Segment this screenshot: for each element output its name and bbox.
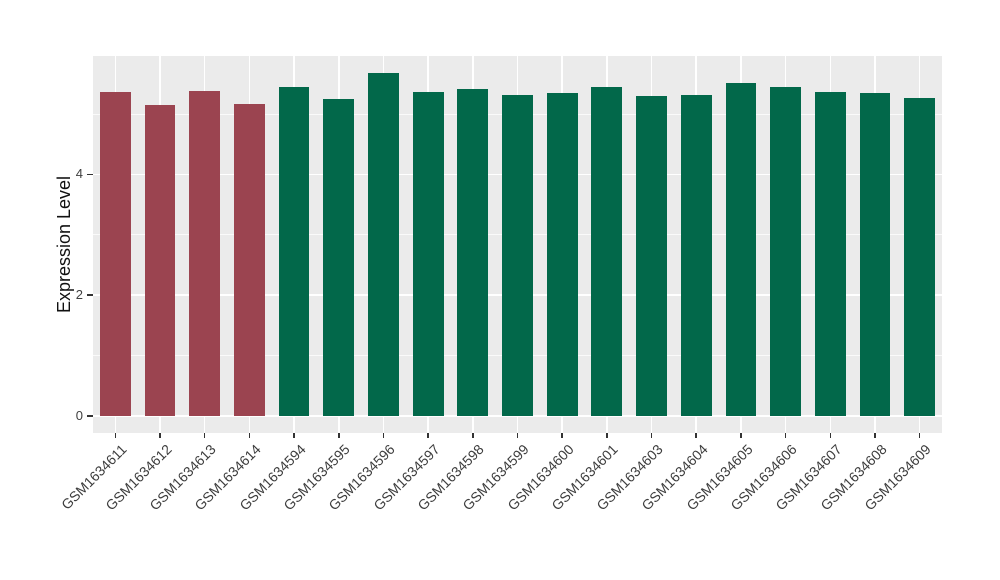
bar [904, 97, 936, 416]
bar [99, 92, 131, 416]
x-tick-mark [784, 433, 787, 438]
bar [680, 95, 712, 416]
bar [368, 72, 399, 416]
plot-panel [93, 56, 942, 433]
x-tick-mark [561, 433, 563, 438]
bar [502, 94, 533, 416]
bar [412, 92, 444, 416]
x-tick-mark [472, 433, 474, 438]
bar [457, 88, 489, 416]
bar [233, 104, 265, 416]
bar [323, 98, 355, 416]
y-tick-mark [87, 294, 93, 296]
x-tick-mark [248, 433, 251, 438]
x-tick-mark [382, 433, 385, 438]
y-axis-title: Expression Level [50, 56, 80, 433]
x-tick-mark [829, 433, 832, 438]
bar [189, 91, 221, 416]
x-tick-mark [516, 433, 519, 438]
bar [859, 93, 891, 416]
x-tick-mark [114, 433, 117, 438]
y-tick-label: 0 [75, 408, 83, 423]
y-tick-label: 4 [75, 166, 83, 182]
bar [546, 93, 578, 416]
x-tick-mark [427, 433, 429, 438]
bar [636, 96, 667, 416]
bar [591, 86, 623, 416]
y-tick-mark [87, 415, 93, 417]
bar [144, 104, 176, 416]
bar [725, 82, 757, 416]
bar [770, 86, 802, 416]
y-tick-mark [87, 173, 93, 176]
x-tick-mark [740, 433, 742, 438]
x-tick-mark [338, 433, 340, 438]
y-tick-label: 2 [75, 287, 83, 303]
x-tick-mark [695, 433, 697, 438]
x-tick-mark [918, 433, 921, 438]
x-tick-mark [293, 433, 295, 438]
bar [278, 86, 310, 416]
x-tick-mark [874, 433, 876, 438]
x-tick-mark [606, 433, 608, 438]
x-tick-mark [203, 433, 206, 438]
bar [814, 92, 846, 416]
x-tick-mark [159, 433, 161, 438]
x-tick-mark [650, 433, 653, 438]
